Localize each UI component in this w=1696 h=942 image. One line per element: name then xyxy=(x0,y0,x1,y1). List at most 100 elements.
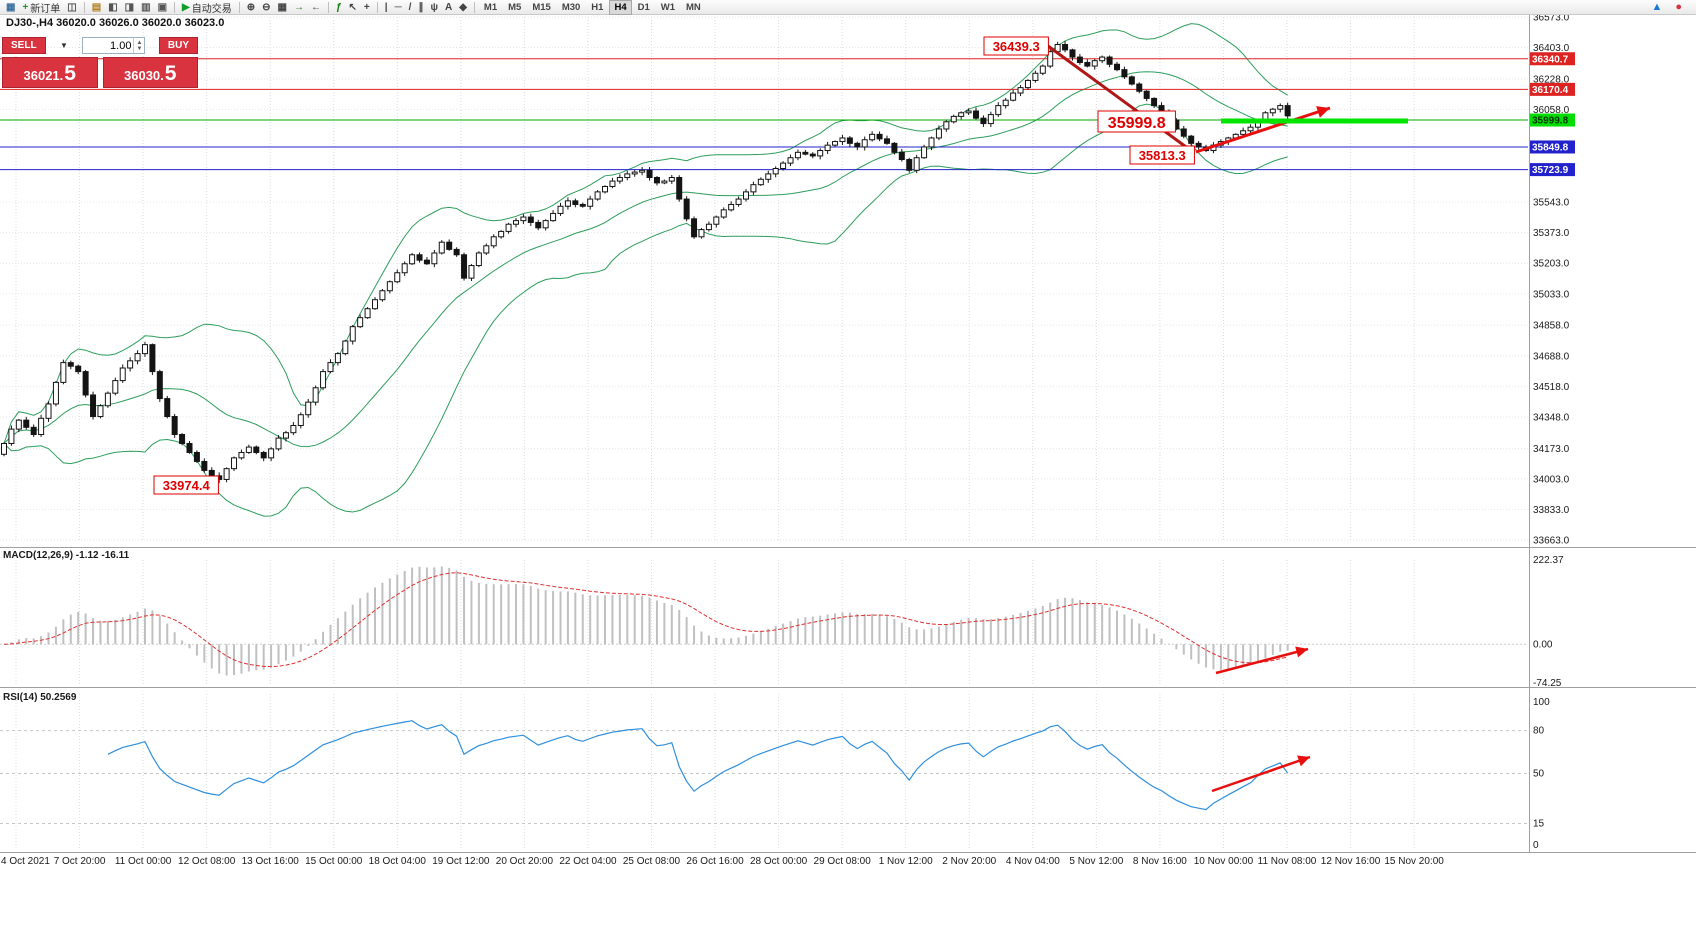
autotrading-button[interactable]: ▶ 自动交易 xyxy=(179,1,235,15)
price-callout-text: 36439.3 xyxy=(993,39,1040,54)
cursor-icon[interactable]: ↖ xyxy=(346,1,360,14)
data-window-icon[interactable]: ◨ xyxy=(122,1,137,14)
autotrading-glyph: ▶ xyxy=(182,1,190,13)
vertical-line-icon-glyph: | xyxy=(384,1,388,13)
price-callout-text: 35813.3 xyxy=(1139,148,1186,163)
indicators-icon-glyph: ƒ xyxy=(335,1,342,13)
navigator-icon[interactable]: ▥ xyxy=(138,1,153,14)
market-watch-icon[interactable]: ◧ xyxy=(105,1,120,14)
price-axis-label: 36228.0 xyxy=(1533,75,1570,86)
sell-price-box[interactable]: 36021. 5 xyxy=(2,57,98,88)
new-order-glyph: + xyxy=(22,1,29,13)
trend-arrow[interactable] xyxy=(1211,755,1311,793)
time-axis-label: 26 Oct 16:00 xyxy=(686,856,744,867)
timeframe-button-m1[interactable]: M1 xyxy=(483,1,498,13)
timeframe-button-m30[interactable]: M30 xyxy=(561,1,581,13)
volume-down-button[interactable]: ▼ xyxy=(136,45,143,52)
chart-shift-icon[interactable]: ← xyxy=(308,1,324,14)
price-callout-box[interactable] xyxy=(1097,110,1176,133)
time-axis-label: 20 Oct 20:00 xyxy=(496,856,554,867)
one-click-menu-arrow[interactable]: ▼ xyxy=(60,41,68,50)
timeframe-button-h1[interactable]: H1 xyxy=(591,1,604,13)
rsi-axis-label: 50 xyxy=(1533,769,1545,780)
terminal-icon-glyph: ▣ xyxy=(157,1,168,13)
tile-windows-icon[interactable]: ▦ xyxy=(275,1,290,14)
buy-price-box[interactable]: 36030. 5 xyxy=(102,57,198,88)
price-tag-label: 36170.4 xyxy=(1532,85,1569,96)
time-axis-label: 1 Nov 12:00 xyxy=(879,856,933,867)
sell-button[interactable]: SELL xyxy=(2,37,46,54)
zoom-out-icon-glyph: ⊖ xyxy=(262,1,271,13)
price-callout-text: 33974.4 xyxy=(163,478,211,493)
toolbar-right-icons: ▲ ● xyxy=(1648,1,1693,14)
price-callout-box[interactable] xyxy=(983,36,1049,56)
zoom-out-icon[interactable]: ⊖ xyxy=(259,1,273,14)
time-axis-label: 19 Oct 12:00 xyxy=(432,856,490,867)
fibonacci-icon-glyph: ψ xyxy=(430,1,438,13)
channel-icon[interactable]: ∥ xyxy=(415,1,426,14)
price-axis-label: 34858.0 xyxy=(1533,321,1570,332)
chart-windows-icon[interactable]: ◫ xyxy=(64,1,79,14)
crosshair-icon[interactable]: + xyxy=(361,1,373,14)
text-label-icon[interactable]: A xyxy=(442,1,455,14)
price-callout-box[interactable] xyxy=(153,475,219,495)
one-click-trading-panel: SELL ▼ ▲ ▼ BUY 36021. 5 36030. 5 xyxy=(2,37,198,88)
volume-up-button[interactable]: ▲ xyxy=(136,39,143,46)
price-axis: 36573.0 36403.0 36228.0 36058.0 35543.0 35373… xyxy=(1529,13,1575,547)
buy-button[interactable]: BUY xyxy=(158,37,198,54)
new-chart-icon[interactable]: ▦ xyxy=(3,1,18,14)
time-axis-label: 7 Oct 20:00 xyxy=(54,856,106,867)
trendline-icon[interactable]: / xyxy=(406,1,415,14)
rsi-axis-label: 15 xyxy=(1533,819,1545,830)
profiles-icon[interactable]: ▤ xyxy=(89,1,104,14)
price-tag xyxy=(1529,163,1575,177)
price-axis-label: 36403.0 xyxy=(1533,43,1570,54)
new-chart-icon-glyph: ▦ xyxy=(6,1,16,13)
horizontal-line-icon[interactable]: ─ xyxy=(392,1,405,14)
auto-scroll-icon[interactable]: → xyxy=(291,1,307,14)
timeframe-button-mn[interactable]: MN xyxy=(686,1,701,13)
navigator-icon-glyph: ▥ xyxy=(141,1,151,13)
macd-label: MACD(12,26,9) -1.12 -16.11 xyxy=(3,550,130,561)
time-axis-label: 13 Oct 16:00 xyxy=(242,856,300,867)
fibonacci-icon[interactable]: ψ xyxy=(427,1,441,14)
market-watch-icon-glyph: ◧ xyxy=(108,1,118,13)
time-axis-label: 15 Oct 00:00 xyxy=(305,856,363,867)
time-axis-label: 12 Nov 16:00 xyxy=(1321,856,1381,867)
toolbar-separator xyxy=(238,1,240,13)
price-tag-label: 36340.7 xyxy=(1532,54,1569,65)
toolbar-separator xyxy=(473,1,475,13)
time-axis-label: 4 Oct 2021 xyxy=(1,856,50,867)
trend-arrow[interactable] xyxy=(1215,647,1309,675)
arrow-objects-icon[interactable]: ◆ xyxy=(456,1,470,14)
time-axis-label: 15 Nov 20:00 xyxy=(1384,856,1444,867)
drawing-objects[interactable]: 36439.3 35999.8 35813.3 33974.4 xyxy=(153,36,1408,495)
tile-windows-icon-glyph: ▦ xyxy=(277,1,287,13)
vertical-line-icon[interactable]: | xyxy=(382,1,391,14)
volume-input[interactable] xyxy=(83,38,134,53)
timeframe-button-w1[interactable]: W1 xyxy=(660,1,676,13)
timeframe-button-d1[interactable]: D1 xyxy=(637,1,650,13)
price-callout-box[interactable] xyxy=(1129,145,1195,165)
new-order-button[interactable]: + 新订单 xyxy=(19,1,63,15)
mql5-community-icon[interactable]: ● xyxy=(1672,1,1685,14)
timeframe-button-h4[interactable]: H4 xyxy=(609,0,632,15)
horizontal-line-objects[interactable] xyxy=(0,58,1528,171)
depth-of-market-icon[interactable]: ▲ xyxy=(1648,1,1665,14)
timeframe-button-m15[interactable]: M15 xyxy=(532,1,551,13)
timeframe-button-m5[interactable]: M5 xyxy=(508,1,522,13)
horizontal-line-icon-glyph: ─ xyxy=(394,1,402,13)
toolbar-separator xyxy=(327,1,329,13)
zoom-in-icon[interactable]: ⊕ xyxy=(244,1,258,14)
indicators-icon[interactable]: ƒ xyxy=(333,1,345,14)
price-axis-label: 35033.0 xyxy=(1533,289,1570,300)
trend-arrow[interactable] xyxy=(1195,106,1331,154)
arrow-objects-icon-glyph: ◆ xyxy=(459,1,467,13)
terminal-icon[interactable]: ▣ xyxy=(155,1,170,14)
time-axis: 4 Oct 2021 7 Oct 20:00 11 Oct 00:00 12 Oct … xyxy=(1,856,1444,867)
price-axis-label: 33663.0 xyxy=(1533,536,1570,547)
time-axis-label: 28 Oct 00:00 xyxy=(750,856,808,867)
crosshair-icon-glyph: + xyxy=(363,1,370,13)
trendline-object[interactable] xyxy=(1046,44,1195,154)
